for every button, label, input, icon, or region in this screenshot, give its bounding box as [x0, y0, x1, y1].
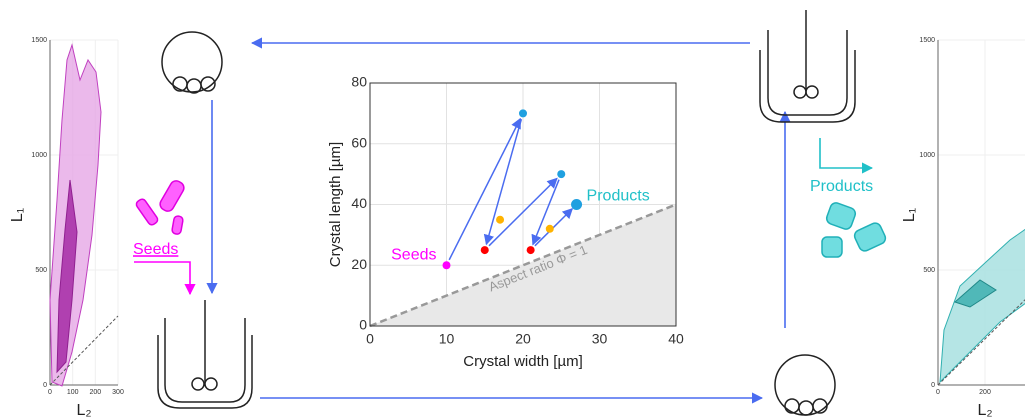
seeds-label: Seeds — [133, 241, 178, 258]
trajectory-arrow — [531, 179, 560, 246]
product-crystals — [821, 202, 887, 258]
products-arrow — [819, 138, 874, 174]
y-tick-label: 500 — [923, 267, 935, 274]
x-tick-label: 30 — [592, 331, 608, 347]
y-tick-label: 0 — [931, 382, 935, 389]
trajectory-arrow — [488, 177, 558, 247]
y-tick-label: 60 — [351, 134, 367, 150]
x-tick-label: 100 — [67, 389, 79, 396]
x-tick-label: 0 — [936, 389, 940, 396]
x-tick-label: 200 — [979, 389, 991, 396]
products-annotation: Products — [587, 188, 650, 205]
y-axis-label: Crystal length [µm] — [327, 142, 344, 267]
x-tick-label: 40 — [668, 331, 684, 347]
x-tick-label: 0 — [366, 331, 374, 347]
x-axis-label: L₂ — [76, 402, 91, 419]
x-tick-label: 10 — [439, 331, 455, 347]
x-tick-label: 200 — [89, 389, 101, 396]
data-point — [571, 199, 583, 210]
data-point — [545, 224, 554, 233]
y-tick-label: 1500 — [31, 37, 47, 44]
y-axis-label: L₁ — [901, 208, 918, 222]
y-tick-label: 1000 — [31, 152, 47, 159]
y-tick-label: 0 — [359, 317, 367, 333]
data-point — [557, 170, 566, 179]
y-tick-label: 0 — [43, 382, 47, 389]
trajectory-arrow — [534, 207, 574, 247]
y-tick-label: 80 — [351, 74, 367, 90]
x-tick-label: 0 — [48, 389, 52, 396]
plot-border — [369, 82, 677, 327]
x-axis-label: Crystal width [µm] — [463, 353, 583, 370]
contour-left — [49, 43, 102, 387]
data-point — [496, 215, 505, 224]
trajectory-arrow — [483, 118, 523, 246]
vessels — [157, 10, 856, 416]
seeds-annotation: Seeds — [391, 246, 436, 263]
data-point — [480, 246, 489, 255]
contour-right — [939, 228, 1025, 384]
diagonal-line — [49, 315, 119, 386]
products-label: Products — [810, 178, 873, 195]
diagonal-line — [937, 299, 1025, 386]
process-arrows — [206, 37, 791, 404]
seeds-arrow — [134, 261, 196, 296]
trajectory-arrow — [448, 117, 521, 261]
x-tick-label: 20 — [515, 331, 531, 347]
y-tick-label: 1500 — [919, 37, 935, 44]
x-tick-label: 300 — [112, 389, 124, 396]
y-tick-label: 1000 — [919, 152, 935, 159]
y-tick-label: 500 — [35, 267, 47, 274]
data-point — [442, 261, 451, 270]
y-axis-label: L₁ — [9, 208, 26, 222]
y-tick-label: 40 — [351, 195, 367, 211]
y-tick-label: 20 — [351, 256, 367, 272]
seed-crystals — [135, 180, 185, 235]
data-point — [519, 109, 527, 118]
x-axis-label: L₂ — [977, 402, 992, 419]
data-point — [526, 246, 535, 255]
trajectory-arrows — [448, 117, 574, 261]
